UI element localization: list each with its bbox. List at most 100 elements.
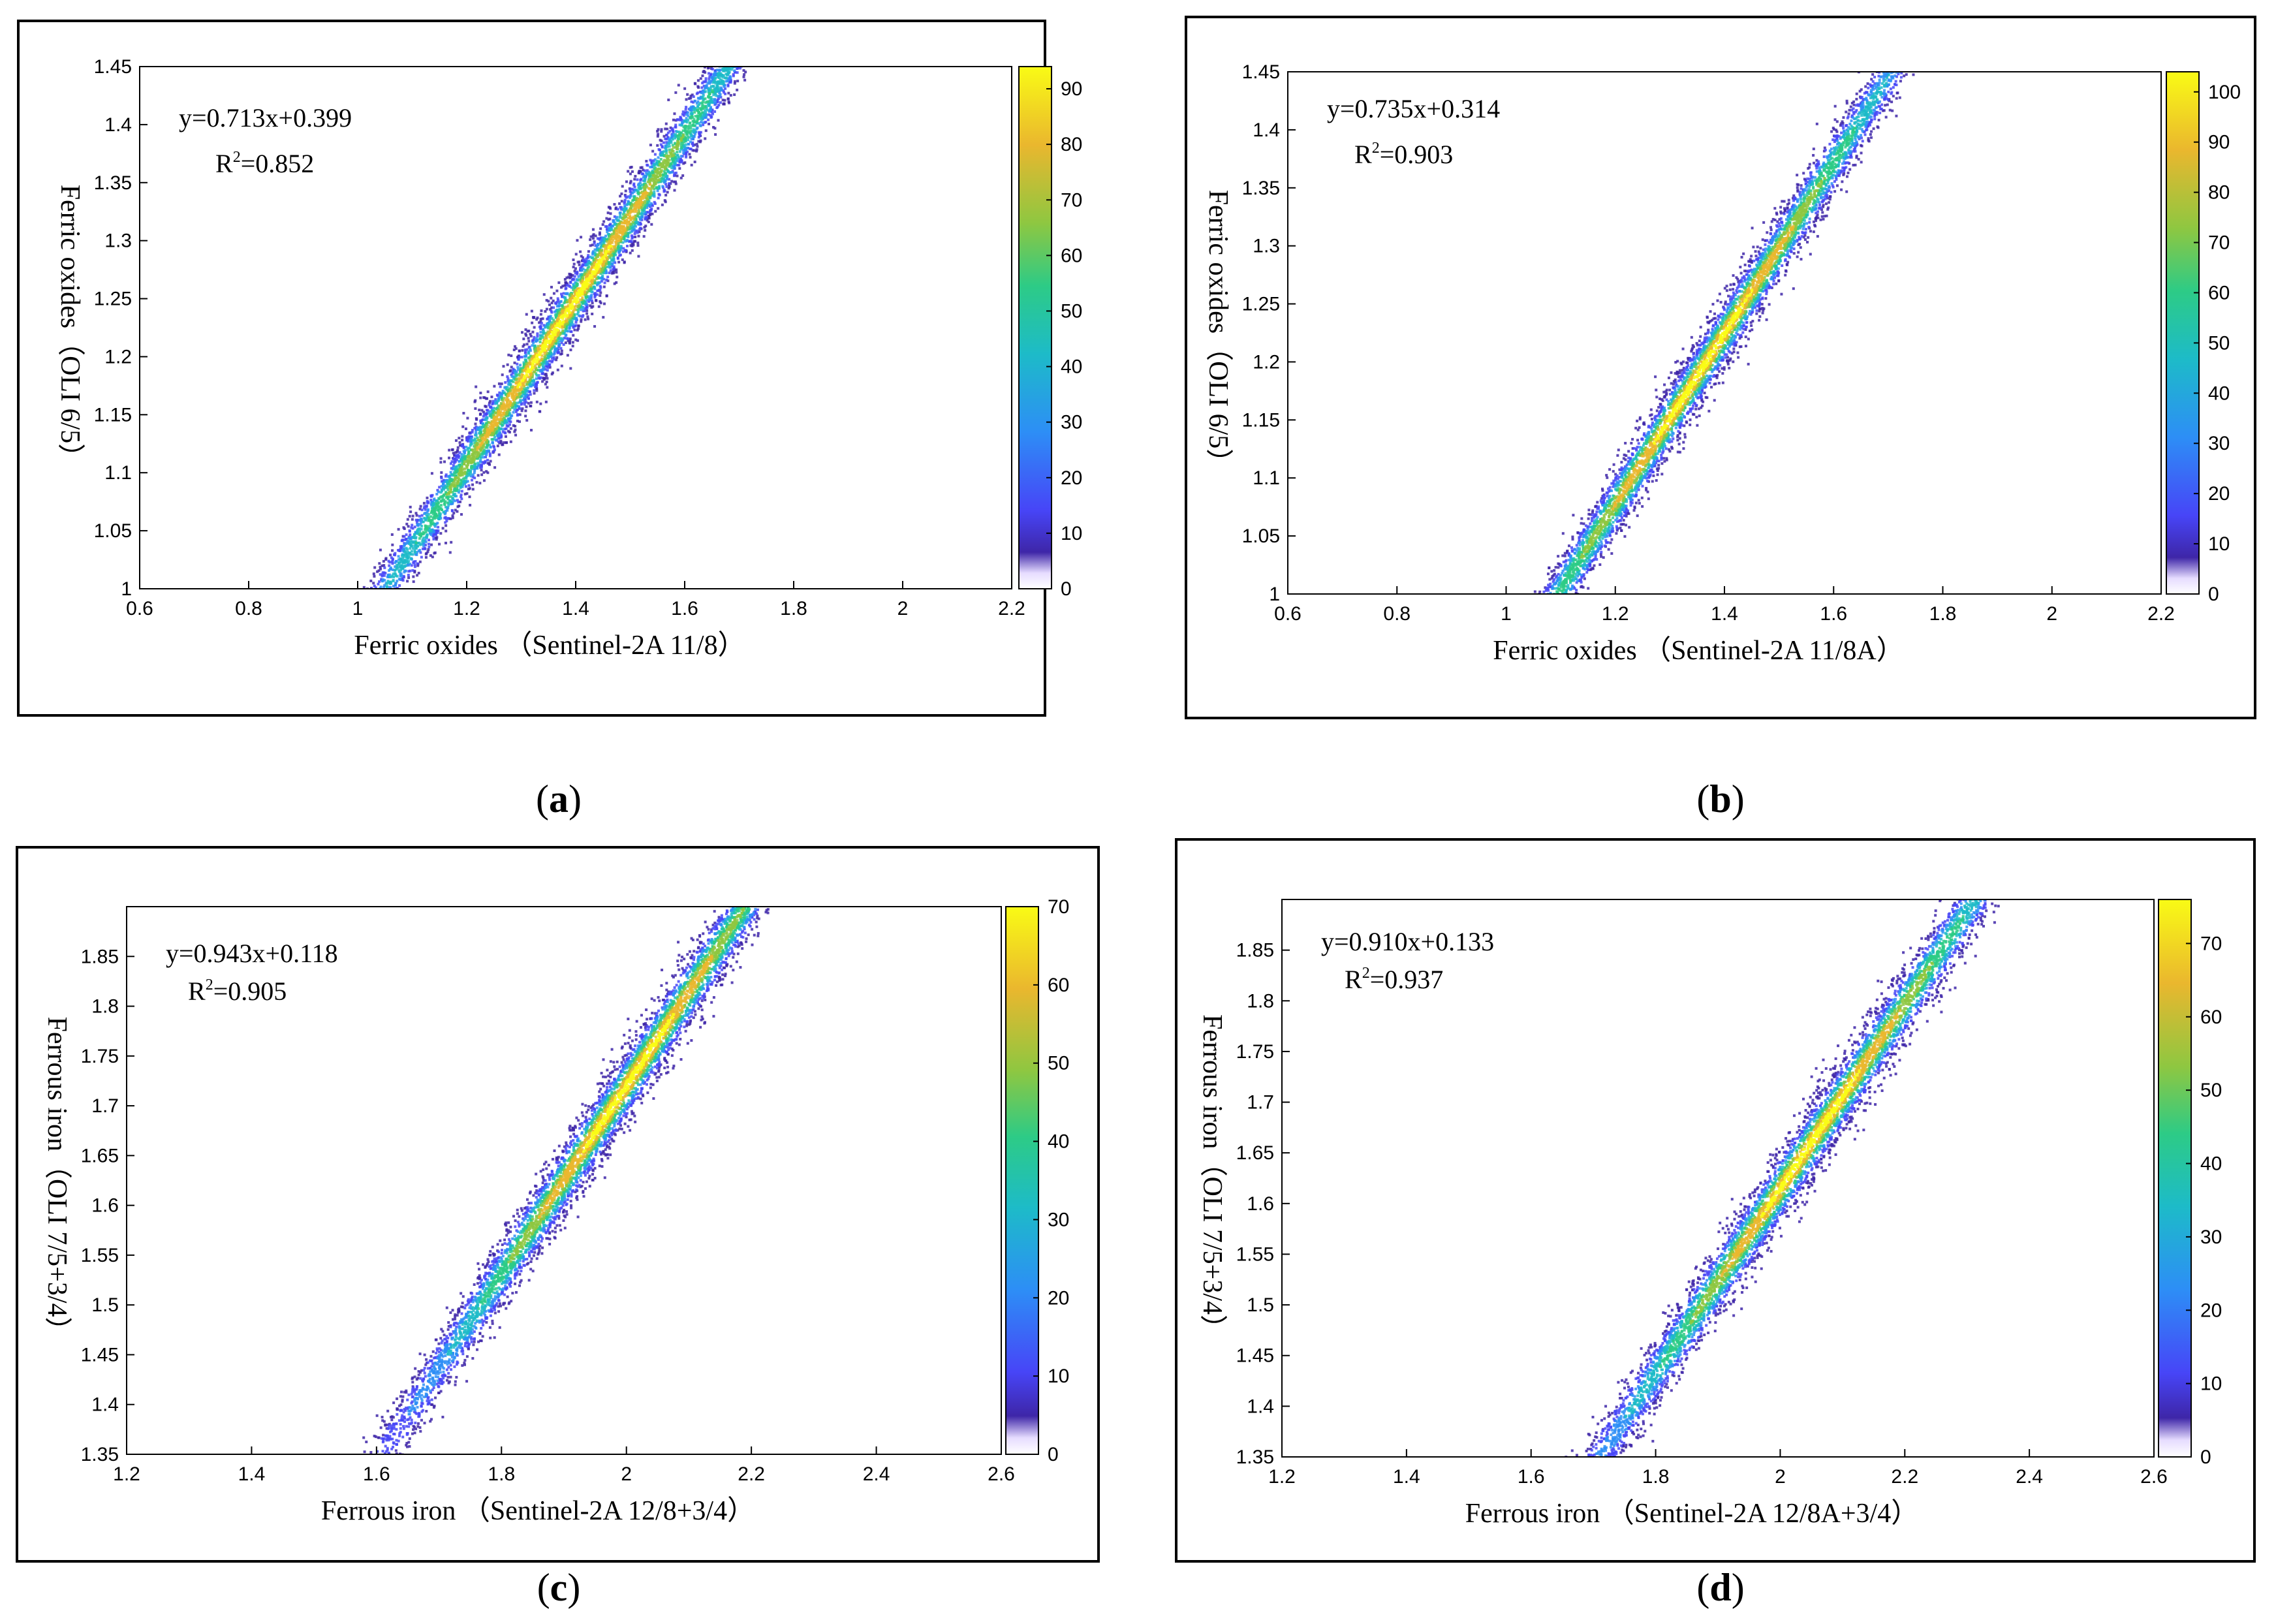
colorbar-tick-label: 50: [1048, 1053, 1069, 1074]
chart-panel-c: 1.2 1.4 1.6 1.8 2 2.2 2.4 2.6 1.35 1.4 1.45 1.5 1.55…: [16, 846, 1100, 1563]
r-squared-label: R2=0.852: [215, 149, 314, 178]
colorbar-tick-label: 0: [2200, 1446, 2211, 1468]
colorbar-tick-label: 60: [1061, 245, 1082, 266]
regression-equation: y=0.735x+0.314: [1327, 94, 1500, 123]
colorbar-tick-label: 30: [2208, 433, 2230, 454]
chart-panel-d: 1.2 1.4 1.6 1.8 2 2.2 2.4 2.6 1.35 1.4 1.45 1.5 1.55…: [1175, 838, 2256, 1563]
colorbar-b: [2166, 71, 2200, 595]
colorbar-tick-label: 0: [1061, 578, 1072, 600]
x-tick-label: 1.6: [671, 598, 698, 619]
y-axis-label: Ferrous iron（OLI 7/5+3/4）: [42, 1017, 72, 1345]
colorbar-tick-label: 70: [2200, 933, 2222, 954]
y-tick-label: 1.6: [1247, 1193, 1274, 1215]
colorbar-tick-label: 80: [1061, 134, 1082, 155]
colorbar-tick-label: 50: [2200, 1080, 2222, 1101]
x-tick-label: 0.6: [126, 598, 153, 619]
y-tick-label: 1.15: [94, 404, 132, 426]
x-tick-label: 1.8: [1642, 1466, 1670, 1488]
y-tick-label: 1.35: [1242, 178, 1280, 199]
panel-caption-d: (d): [1655, 1565, 1786, 1610]
axes-frame-d: [1281, 899, 2155, 1458]
panel-caption-b: (b): [1655, 777, 1786, 822]
x-tick-label: 1.4: [562, 598, 589, 619]
x-tick-label: 1.4: [1711, 603, 1738, 625]
point-cloud-c: [360, 907, 770, 1454]
r-squared-label: R2=0.937: [1345, 965, 1443, 994]
regression-equation: y=0.943x+0.118: [166, 939, 338, 968]
x-tick-label: 1.2: [1602, 603, 1629, 625]
x-tick-label: 0.8: [1383, 603, 1411, 625]
y-tick-label: 1.2: [1253, 351, 1280, 373]
colorbar-tick-label: 10: [2208, 533, 2230, 555]
colorbar-tick-label: 30: [1048, 1209, 1069, 1230]
y-tick-label: 1.45: [94, 56, 132, 78]
x-tick-label: 2.4: [2016, 1466, 2043, 1488]
x-axis-label: Ferrous iron （Sentinel-2A 12/8A+3/4）: [1465, 1499, 1918, 1529]
y-tick-label: 1.25: [1242, 294, 1280, 315]
y-tick-label: 1.45: [1242, 61, 1280, 83]
y-tick-label: 1.5: [91, 1294, 119, 1316]
chart-svg-b: 0.6 0.8 1 1.2 1.4 1.6 1.8 2 2.2 1 1.05 1.1 1.15 1.2 1.…: [1203, 61, 2241, 666]
colorbar-tick-label: 60: [2208, 282, 2230, 304]
y-tick-label: 1.7: [1247, 1092, 1274, 1114]
y-tick-label: 1.15: [1242, 409, 1280, 431]
y-tick-label: 1.1: [1253, 467, 1280, 489]
chart-panel-b: 0.6 0.8 1 1.2 1.4 1.6 1.8 2 2.2 1 1.05 1.1 1.15 1.2 1.…: [1185, 16, 2256, 719]
colorbar-tick-label: 70: [1048, 896, 1069, 918]
x-tick-label: 2: [897, 598, 909, 619]
y-tick-label: 1.55: [81, 1245, 119, 1266]
chart-svg-d: 1.2 1.4 1.6 1.8 2 2.2 2.4 2.6 1.35 1.4 1.45 1.5 1.55…: [1197, 899, 2222, 1529]
colorbar-tick-label: 50: [1061, 300, 1082, 322]
y-tick-label: 1.75: [1236, 1041, 1274, 1063]
x-tick-label: 0.6: [1274, 603, 1302, 625]
colorbar-tick-label: 10: [1061, 523, 1082, 544]
x-tick-label: 2.2: [998, 598, 1025, 619]
y-tick-label: 1.8: [91, 996, 119, 1018]
x-tick-label: 1.2: [453, 598, 480, 619]
panel-caption-a: (a): [493, 777, 624, 822]
x-tick-label: 1.8: [780, 598, 807, 619]
colorbar-tick-label: 60: [2200, 1007, 2222, 1028]
y-tick-label: 1.4: [1247, 1396, 1274, 1417]
colorbar-tick-label: 50: [2208, 332, 2230, 354]
y-tick-label: 1.75: [81, 1046, 119, 1067]
y-tick-label: 1.4: [91, 1394, 119, 1416]
y-tick-label: 1.25: [94, 289, 132, 310]
plot-area-a: [140, 67, 1012, 589]
y-tick-label: 1.05: [1242, 525, 1280, 547]
x-tick-label: 1.6: [363, 1463, 390, 1485]
colorbar-tick-label: 30: [2200, 1226, 2222, 1248]
y-tick-label: 1.35: [81, 1444, 119, 1465]
y-tick-label: 1.4: [104, 114, 132, 136]
colorbar-tick-label: 40: [1048, 1131, 1069, 1153]
y-tick-label: 1.4: [1253, 119, 1280, 141]
y-tick-label: 1.85: [81, 946, 119, 967]
y-tick-label: 1.65: [81, 1145, 119, 1166]
y-tick-label: 1.6: [91, 1195, 119, 1217]
y-tick-label: 1: [121, 578, 132, 600]
colorbar-tick-label: 0: [2208, 584, 2219, 605]
x-tick-label: 2.6: [2140, 1466, 2168, 1488]
colorbar-tick-label: 70: [1061, 189, 1082, 211]
regression-equation: y=0.713x+0.399: [179, 103, 352, 133]
colorbar-tick-label: 100: [2208, 82, 2241, 103]
y-tick-label: 1.55: [1236, 1243, 1274, 1265]
y-axis-label: Ferric oxides（OLI 6/5）: [1203, 190, 1233, 476]
y-tick-label: 1.05: [94, 520, 132, 542]
colorbar-a: [1018, 66, 1052, 589]
colorbar-tick-label: 80: [2208, 182, 2230, 204]
x-tick-label: 1: [1501, 603, 1512, 625]
x-tick-label: 1.6: [1518, 1466, 1545, 1488]
x-axis-label: Ferrous iron （Sentinel-2A 12/8+3/4）: [321, 1496, 755, 1526]
y-tick-label: 1.45: [81, 1344, 119, 1366]
y-tick-label: 1.8: [1247, 990, 1274, 1012]
x-tick-label: 1.4: [238, 1463, 266, 1485]
point-cloud-a: [362, 67, 747, 589]
x-tick-label: 2: [2046, 603, 2057, 625]
colorbar-tick-label: 20: [1048, 1287, 1069, 1309]
plot-area-d: [1282, 899, 2154, 1457]
colorbar-tick-label: 20: [2200, 1300, 2222, 1321]
colorbar-tick-label: 10: [1048, 1366, 1069, 1387]
y-tick-label: 1.35: [1236, 1446, 1274, 1468]
x-tick-label: 1.6: [1820, 603, 1847, 625]
